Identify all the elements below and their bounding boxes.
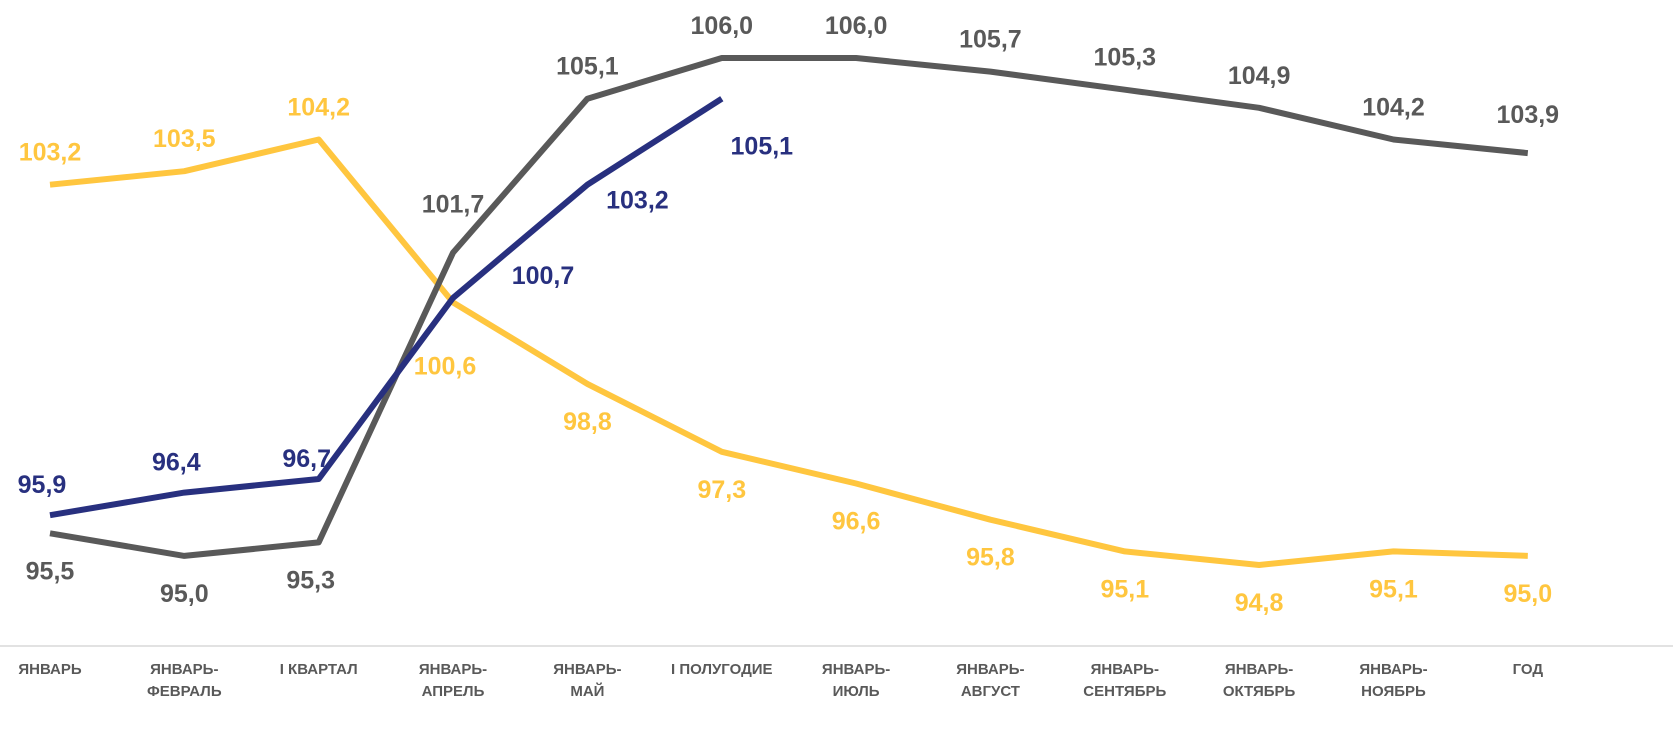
x-tick-label-line: ИЮЛЬ (833, 683, 880, 700)
series-line-1 (49, 55, 1529, 559)
series-lines (49, 55, 1529, 568)
x-tick-label-2: I КВАРТАЛ (280, 661, 358, 678)
x-tick-label-line: МАЙ (570, 682, 604, 700)
data-label-s2-4: 103,2 (606, 187, 669, 215)
x-tick-label-line: ЯНВАРЬ- (553, 661, 621, 678)
x-tick-label-line: I КВАРТАЛ (280, 661, 358, 678)
data-label-s0-0: 103,2 (19, 139, 82, 167)
x-tick-label-line: ЯНВАРЬ- (1091, 661, 1159, 678)
data-label-s0-8: 95,1 (1100, 575, 1149, 603)
data-label-s1-8: 105,3 (1094, 44, 1157, 72)
x-axis-tick-labels: ЯНВАРЬ ЯНВАРЬ- ФЕВРАЛЬ I КВАРТАЛ ЯНВАРЬ- АПРЕ… (18, 661, 1543, 700)
data-label-s2-5: 105,1 (731, 133, 794, 161)
x-tick-label-5: I ПОЛУГОДИЕ (671, 661, 773, 678)
x-tick-label-line: ЯНВАРЬ- (150, 661, 218, 678)
data-label-s0-2: 104,2 (287, 94, 350, 122)
data-labels: 103,2 103,5 104,2 100,6 98,8 97,3 96,6 95,8 95,1… (18, 12, 1559, 617)
x-tick-label-line: ЯНВАРЬ (18, 661, 82, 678)
x-tick-label-line: ЯНВАРЬ- (1225, 661, 1293, 678)
data-label-s2-0: 95,9 (18, 471, 67, 499)
x-tick-label-line: ГОД (1513, 661, 1544, 678)
data-label-s1-0: 95,5 (26, 557, 75, 585)
x-tick-label-11: ГОД (1513, 661, 1544, 678)
x-tick-label-1: ЯНВАРЬ- ФЕВРАЛЬ (147, 661, 222, 700)
data-label-s2-3: 100,7 (512, 262, 575, 290)
data-label-s1-5: 106,0 (691, 12, 754, 40)
x-tick-label-line: ЯНВАРЬ- (956, 661, 1024, 678)
x-tick-label-4: ЯНВАРЬ- МАЙ (553, 661, 621, 700)
x-tick-label-line: АПРЕЛЬ (422, 683, 485, 700)
data-label-s0-4: 98,8 (563, 408, 612, 436)
x-tick-label-9: ЯНВАРЬ- ОКТЯБРЬ (1223, 661, 1296, 700)
data-label-s2-1: 96,4 (152, 449, 201, 477)
data-label-s0-10: 95,1 (1369, 575, 1418, 603)
x-tick-label-line: ОКТЯБРЬ (1223, 683, 1296, 700)
data-label-s1-1: 95,0 (160, 580, 209, 608)
x-tick-label-line: СЕНТЯБРЬ (1083, 683, 1166, 700)
data-label-s1-7: 105,7 (959, 26, 1022, 54)
data-label-s1-9: 104,9 (1228, 62, 1291, 90)
series-line-2 (49, 96, 724, 519)
data-label-s1-11: 103,9 (1497, 101, 1560, 129)
data-label-s1-2: 95,3 (286, 566, 335, 594)
x-tick-label-line: АВГУСТ (961, 683, 1020, 700)
data-label-s0-11: 95,0 (1503, 580, 1552, 608)
data-label-s0-3: 100,6 (414, 352, 477, 380)
x-tick-label-7: ЯНВАРЬ- АВГУСТ (956, 661, 1024, 700)
x-tick-label-line: ФЕВРАЛЬ (147, 683, 222, 700)
data-label-s0-1: 103,5 (153, 125, 216, 153)
x-tick-label-6: ЯНВАРЬ- ИЮЛЬ (822, 661, 890, 700)
x-tick-label-10: ЯНВАРЬ- НОЯБРЬ (1359, 661, 1427, 700)
data-label-s1-10: 104,2 (1362, 94, 1425, 122)
data-label-s0-5: 97,3 (697, 476, 746, 504)
data-label-s0-9: 94,8 (1235, 589, 1284, 617)
data-label-s1-4: 105,1 (556, 53, 619, 81)
x-tick-label-3: ЯНВАРЬ- АПРЕЛЬ (419, 661, 487, 700)
x-tick-label-line: ЯНВАРЬ- (419, 661, 487, 678)
x-tick-label-0: ЯНВАРЬ (18, 661, 82, 678)
x-tick-label-line: ЯНВАРЬ- (822, 661, 890, 678)
data-label-s0-6: 96,6 (832, 508, 881, 536)
x-tick-label-8: ЯНВАРЬ- СЕНТЯБРЬ (1083, 661, 1166, 700)
data-label-s1-3: 101,7 (422, 191, 485, 219)
x-tick-label-line: I ПОЛУГОДИЕ (671, 661, 773, 678)
data-label-s0-7: 95,8 (966, 544, 1015, 572)
data-label-s2-2: 96,7 (282, 445, 331, 473)
data-label-s1-6: 106,0 (825, 12, 888, 40)
series-line-0 (49, 136, 1528, 568)
x-tick-label-line: ЯНВАРЬ- (1359, 661, 1427, 678)
x-tick-label-line: НОЯБРЬ (1361, 683, 1426, 700)
